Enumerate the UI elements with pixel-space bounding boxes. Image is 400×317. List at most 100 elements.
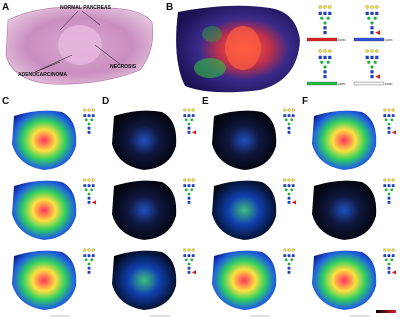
- mannose: [87, 192, 91, 196]
- map-hotspot: [225, 26, 261, 70]
- galactose: [191, 178, 195, 182]
- galactose: [328, 5, 332, 9]
- annotation: ADENOCARCINOMA: [18, 72, 68, 78]
- galactose: [91, 108, 95, 112]
- msi-map: [312, 110, 377, 170]
- glcnac: [187, 271, 191, 274]
- mannose: [284, 188, 288, 192]
- glcnac: [318, 55, 322, 59]
- mannose: [323, 65, 327, 69]
- glcnac: [83, 114, 87, 117]
- glcnac: [87, 266, 91, 270]
- galactose: [83, 178, 87, 182]
- galactose: [383, 248, 387, 252]
- mannose: [184, 258, 188, 262]
- panel-label: D: [102, 96, 109, 107]
- glcnac: [83, 254, 87, 257]
- glcnac: [187, 126, 191, 130]
- glcnac: [87, 131, 91, 134]
- fucose: [291, 200, 296, 205]
- galactose: [318, 49, 322, 53]
- glcnac: [287, 266, 291, 270]
- galactose: [287, 178, 291, 182]
- msi-map: [212, 180, 277, 240]
- fucose: [375, 74, 380, 79]
- mannose: [284, 118, 288, 122]
- glcnac: [370, 70, 374, 74]
- glcnac: [391, 254, 395, 257]
- galactose: [83, 248, 87, 252]
- mannose: [187, 192, 191, 196]
- glcnac: [387, 266, 391, 270]
- glcnac: [187, 196, 191, 200]
- mannose: [390, 118, 394, 122]
- galactose: [370, 5, 374, 9]
- glcnac: [328, 11, 332, 15]
- mannose: [184, 118, 188, 122]
- galactose: [291, 178, 295, 182]
- msi-map: [12, 250, 77, 310]
- glcnac: [323, 70, 327, 74]
- galactose: [187, 108, 191, 112]
- mannose: [90, 188, 94, 192]
- mannose: [387, 192, 391, 196]
- glcnac: [387, 271, 391, 274]
- galactose: [365, 49, 369, 53]
- colorbar-label: 100%: [338, 82, 346, 86]
- glcnac: [187, 254, 191, 257]
- map-hotspot: [194, 58, 226, 78]
- mannose: [290, 188, 294, 192]
- glcnac: [370, 31, 374, 35]
- glcnac: [391, 184, 395, 187]
- glcnac: [183, 184, 187, 187]
- glcnac: [287, 254, 291, 257]
- msi-map: [312, 250, 377, 310]
- mannose: [287, 262, 291, 266]
- glcnac: [323, 31, 327, 35]
- mannose: [384, 258, 388, 262]
- mannose: [367, 16, 371, 20]
- mannose: [287, 122, 291, 126]
- galactose: [183, 178, 187, 182]
- mannose: [190, 188, 194, 192]
- glcnac: [387, 201, 391, 204]
- glcnac: [387, 184, 391, 187]
- mannose: [287, 192, 291, 196]
- glcnac: [87, 196, 91, 200]
- glcnac: [87, 184, 91, 187]
- fucose: [391, 130, 396, 135]
- mannose: [90, 258, 94, 262]
- mannose: [190, 258, 194, 262]
- glcnac: [323, 11, 327, 15]
- mannose: [184, 188, 188, 192]
- glcnac: [187, 131, 191, 134]
- galactose: [318, 5, 322, 9]
- colorbar: [376, 310, 396, 313]
- glcnac: [328, 55, 332, 59]
- galactose: [323, 5, 327, 9]
- glcnac: [287, 184, 291, 187]
- glcnac: [291, 114, 295, 117]
- mannose: [290, 118, 294, 122]
- galactose: [370, 49, 374, 53]
- glcnac: [287, 131, 291, 134]
- galactose: [283, 248, 287, 252]
- fucose: [191, 130, 196, 135]
- glcnac: [187, 184, 191, 187]
- msi-map: [12, 180, 77, 240]
- fucose: [375, 30, 380, 35]
- pointer: [34, 61, 61, 73]
- colorbar: [353, 37, 385, 42]
- glcnac: [365, 55, 369, 59]
- glcnac: [91, 184, 95, 187]
- glcnac: [391, 114, 395, 117]
- glcnac: [287, 271, 291, 274]
- galactose: [83, 108, 87, 112]
- mannose: [84, 118, 88, 122]
- colorbar-label: 100%: [338, 38, 346, 42]
- glcnac: [375, 55, 379, 59]
- fucose: [191, 270, 196, 275]
- galactose: [375, 5, 379, 9]
- galactose: [187, 248, 191, 252]
